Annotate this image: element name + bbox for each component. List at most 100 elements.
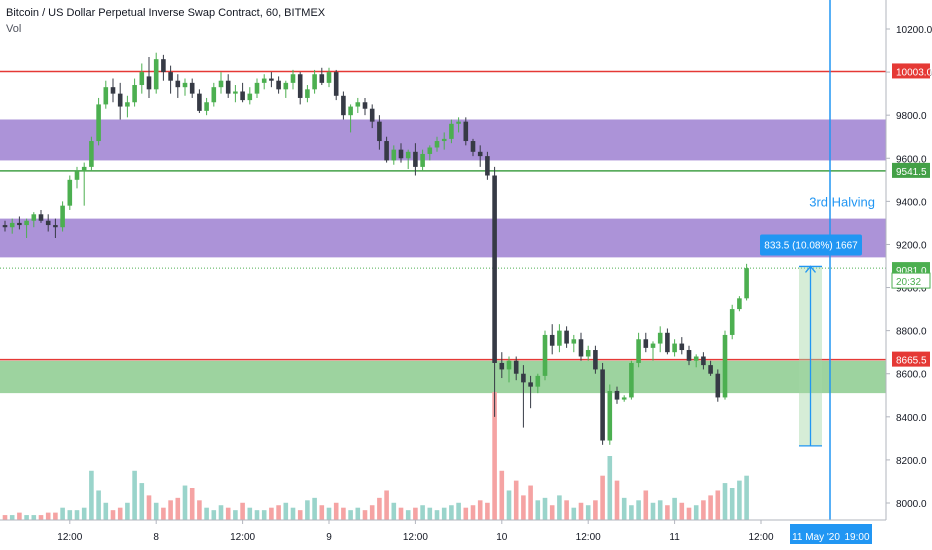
annotations-layer: 3rd Halving 833.5 (10.08%) 1667: [760, 0, 875, 520]
volume-bar: [441, 507, 447, 520]
time-tick-label: 10: [496, 532, 508, 543]
volume-bar: [254, 510, 260, 520]
price-axis[interactable]: 8000.0 8200.0 8400.0 8600.0 8800.0 9000.0 9200…: [885, 0, 932, 550]
candle-body: [153, 59, 159, 90]
candle-body: [89, 141, 94, 167]
volume-bar: [679, 502, 685, 520]
volume-bar: [686, 507, 692, 520]
volume-bar: [600, 475, 605, 520]
volume-layer: [2, 392, 749, 520]
volume-bar: [528, 485, 533, 520]
time-tick-label: 8: [153, 532, 159, 543]
volume-bar: [31, 515, 37, 520]
candle-body: [269, 78, 274, 81]
candle-body: [521, 373, 526, 383]
volume-bar: [449, 505, 454, 520]
candle-body: [470, 141, 476, 152]
candle-body: [305, 89, 310, 98]
volume-bar: [326, 507, 332, 520]
measure-label: 833.5 (10.08%) 1667: [764, 240, 858, 251]
volume-bar: [744, 475, 749, 520]
candle-body: [528, 382, 533, 387]
price-tag-label: 9081.0: [896, 266, 927, 277]
volume-bar: [197, 500, 202, 520]
volume-bar: [621, 497, 627, 520]
candle-body: [693, 356, 699, 361]
volume-bar: [413, 507, 418, 520]
volume-bar: [737, 480, 742, 520]
cursor-date-bg: [790, 524, 842, 544]
candle-body: [607, 390, 613, 441]
cursor-time-bg: [842, 524, 872, 544]
time-axis[interactable]: 12:00 8 12:00 9 12:00 10 12:00 11 12:00 11 May '2…: [0, 519, 932, 550]
volume-bar: [650, 502, 656, 520]
volume-bar: [218, 505, 224, 520]
candle-body: [233, 91, 238, 94]
candle-body: [665, 332, 670, 353]
candle-body: [240, 91, 245, 101]
price-tick-label: 9000.0: [896, 284, 927, 295]
price-tag-label: 10003.0: [896, 67, 932, 78]
candle-body: [60, 205, 65, 228]
candle-body: [247, 93, 253, 101]
candle-body: [74, 171, 80, 180]
levels-layer: [0, 70, 886, 361]
volume-bar: [17, 512, 22, 520]
volume-bar: [81, 507, 87, 520]
volume-bar: [665, 505, 670, 520]
volume-bar: [269, 507, 274, 520]
time-tick-label: 12:00: [403, 532, 428, 543]
volume-bar: [247, 507, 253, 520]
volume-bar: [643, 490, 649, 520]
candle-body: [600, 369, 605, 441]
candle-body: [506, 360, 512, 370]
volume-bar: [2, 515, 8, 520]
candle-body: [261, 78, 267, 83]
volume-bar: [125, 502, 130, 520]
price-tag-label: 20:32: [896, 277, 921, 288]
volume-bar: [276, 505, 281, 520]
candle-body: [182, 82, 188, 88]
candle-body: [125, 102, 130, 107]
volume-bar: [319, 505, 325, 520]
price-tag-resistance: 10003.0: [892, 63, 932, 79]
volume-bar: [722, 483, 728, 520]
zones-layer: [0, 119, 886, 394]
candle-body: [312, 74, 317, 90]
price-tag-label: 8665.5: [896, 356, 927, 367]
candle-body: [168, 72, 173, 81]
volume-bar: [629, 505, 634, 520]
volume-indicator-label[interactable]: Vol: [6, 23, 22, 35]
candle-body: [117, 93, 123, 107]
price-tick-label: 10200.0: [896, 25, 932, 36]
candle-body: [211, 87, 217, 103]
volume-bar: [240, 502, 245, 520]
measure-arrowhead: [805, 265, 816, 273]
volume-bar: [585, 505, 591, 520]
candle-body: [492, 175, 497, 363]
price-tick-label: 8200.0: [896, 456, 927, 467]
candle-body: [585, 350, 591, 357]
volume-bar: [139, 483, 145, 520]
candle-body: [672, 343, 677, 353]
price-tick-label: 9400.0: [896, 197, 927, 208]
volume-bar: [146, 495, 152, 520]
price-tick-label: 8000.0: [896, 499, 927, 510]
volume-bar: [290, 507, 296, 520]
candle-body: [391, 149, 397, 161]
candle-body: [326, 72, 332, 83]
price-tag-timer: 20:32: [891, 272, 931, 289]
price-tag-bg: [891, 272, 931, 289]
volume-bar: [362, 510, 368, 520]
candle-body: [636, 339, 641, 363]
candle-body: [571, 339, 577, 344]
volume-bar: [405, 510, 411, 520]
candle-body: [348, 106, 353, 116]
candle-body: [413, 151, 418, 167]
volume-bar: [607, 456, 613, 520]
price-tick-label: 9200.0: [896, 240, 927, 251]
candle-body: [225, 80, 231, 94]
candle-body: [456, 121, 461, 124]
candle-body: [629, 362, 634, 398]
